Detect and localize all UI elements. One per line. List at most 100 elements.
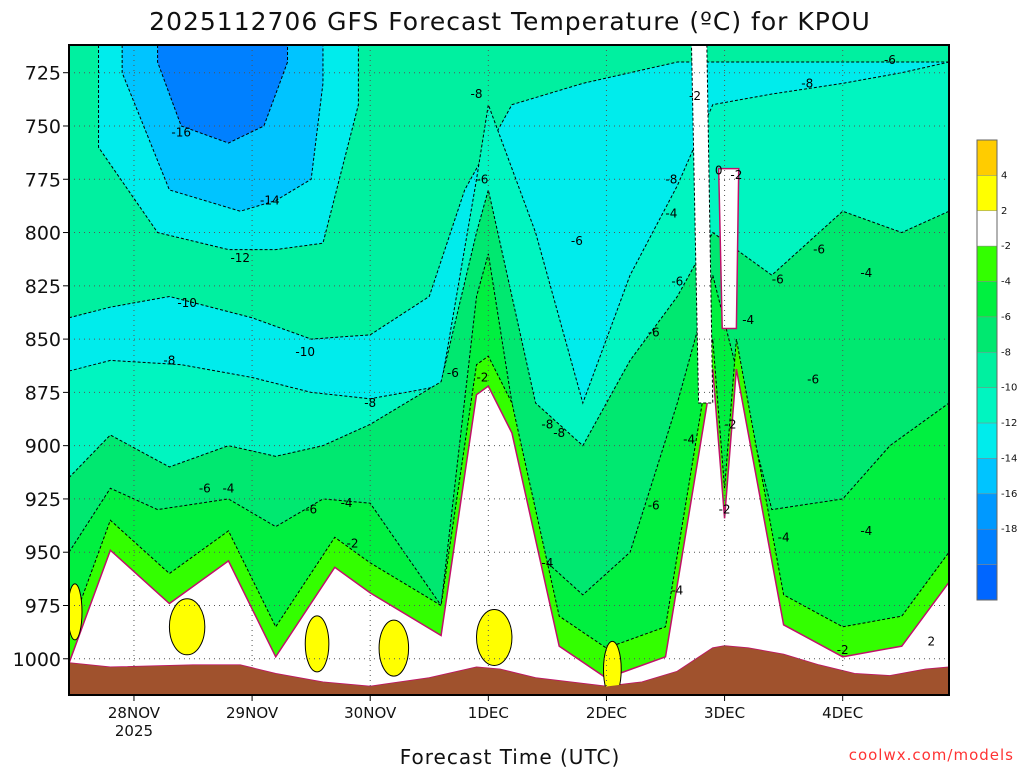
colorbar-swatch xyxy=(976,245,998,282)
y-axis: 725 750 775 800 825 850 875 900 925 950 975 1000 xyxy=(13,63,69,671)
credit-text: coolwx.com/models xyxy=(849,746,1014,764)
contour-label: -2 xyxy=(724,417,736,431)
contour-label: -2 xyxy=(347,537,359,551)
warm-pocket-0 xyxy=(168,598,206,656)
contour-label: -12 xyxy=(230,251,250,265)
y-tick-label: 950 xyxy=(25,542,61,564)
warm-pocket-2 xyxy=(378,619,410,677)
gridlines xyxy=(69,45,949,695)
contour-label: -2 xyxy=(689,89,701,103)
contour-label: -2 xyxy=(476,370,488,384)
contour-label: -4 xyxy=(341,496,353,510)
y-tick-label: 725 xyxy=(25,63,61,85)
colorbar-swatch xyxy=(976,422,998,459)
contour-label: -14 xyxy=(260,194,280,208)
warm-pocket-5 xyxy=(69,583,83,641)
contour-label: -4 xyxy=(665,206,677,220)
contour-label: 2 xyxy=(927,635,935,649)
contour-label: -2 xyxy=(730,168,742,182)
ground-surface xyxy=(69,645,949,695)
y-tick-label: 1000 xyxy=(13,649,61,671)
contour-label: -8 xyxy=(163,353,175,367)
contour-label: -4 xyxy=(683,432,695,446)
colorbar: 4 2 -2 -4 -6 -8 -10 -12 -14 -16 -18 xyxy=(976,139,1017,601)
contour-label: -6 xyxy=(671,275,683,289)
contour-label: -10 xyxy=(177,296,197,310)
contour-label: -8 xyxy=(364,396,376,410)
colorbar-swatch xyxy=(976,493,998,530)
contour-label: -4 xyxy=(671,584,683,598)
contour-label: 0 xyxy=(715,164,723,178)
colorbar-label: -18 xyxy=(1001,524,1017,535)
contour-label: -8 xyxy=(665,172,677,186)
contour-labels: -16-14-12-10-10-8-8-8-6-6-6-8-8-6 -4-6 -4-… xyxy=(163,53,935,657)
contour-label: -6 xyxy=(447,366,459,380)
colorbar-swatch xyxy=(976,210,998,247)
colorbar-label: -14 xyxy=(1001,453,1017,464)
contour-label: -6 xyxy=(813,243,825,257)
contour-label: -6 xyxy=(648,326,660,340)
colorbar-label: -10 xyxy=(1001,383,1017,394)
colorbar-label: 4 xyxy=(1001,170,1007,181)
colorbar-swatch xyxy=(976,564,998,601)
colorbar-swatch xyxy=(976,352,998,388)
x-tick-label: 1DEC xyxy=(468,704,509,722)
colorbar-swatch xyxy=(976,281,998,318)
colorbar-label: -12 xyxy=(1001,418,1017,429)
contour-label: -6 xyxy=(199,481,211,495)
colorbar-frame xyxy=(976,139,998,601)
warm-pocket-3 xyxy=(476,608,513,666)
contour-label: -6 xyxy=(772,272,784,286)
contour-label: -6 xyxy=(305,503,317,517)
warm-pocket-4 xyxy=(602,640,622,695)
contour-label: -4 xyxy=(222,481,234,495)
colorbar-label: 2 xyxy=(1001,206,1007,217)
colorbar-swatch xyxy=(976,387,998,424)
contour-label: -6 xyxy=(571,234,583,248)
colorbar-label: -8 xyxy=(1001,347,1011,358)
colorbar-swatch xyxy=(976,528,998,565)
contour-label: -8 xyxy=(553,426,565,440)
colorbar-swatch xyxy=(976,458,998,495)
colorbar-label: -4 xyxy=(1001,277,1011,288)
colorbar-swatch xyxy=(976,139,998,176)
x-tick-label: 30NOV xyxy=(344,704,397,722)
chart-title: 2025112706 GFS Forecast Temperature (ºC)… xyxy=(149,7,871,36)
y-tick-label: 850 xyxy=(25,329,61,351)
y-tick-label: 925 xyxy=(25,489,61,511)
x-tick-sublabel: 2025 xyxy=(115,722,153,740)
colorbar-label: -6 xyxy=(1001,312,1011,323)
contour-label: -4 xyxy=(541,556,553,570)
colorbar-swatch xyxy=(976,175,998,212)
colorbar-label: -16 xyxy=(1001,489,1017,500)
x-tick-label: 2DEC xyxy=(586,704,627,722)
y-tick-label: 775 xyxy=(25,169,61,191)
y-tick-label: 975 xyxy=(25,595,61,617)
contour-label: -8 xyxy=(541,417,553,431)
band-isotherm_-16C xyxy=(157,45,289,144)
contour-label: -8 xyxy=(801,76,813,90)
contour-label: -4 xyxy=(860,266,872,280)
contour-label: -4 xyxy=(778,530,790,544)
colorbar-label: -2 xyxy=(1001,241,1011,252)
contour-label: -10 xyxy=(295,345,315,359)
contour-label: -2 xyxy=(837,643,849,657)
x-axis-label: Forecast Time (UTC) xyxy=(400,745,621,768)
warm-pocket-1 xyxy=(304,615,330,673)
x-tick-label: 29NOV xyxy=(226,704,279,722)
plot-area: -16-14-12-10-10-8-8-8-6-6-6-8-8-6 -4-6 -4-… xyxy=(69,45,949,695)
contour-label: -6 xyxy=(807,373,819,387)
x-tick-label: 4DEC xyxy=(822,704,863,722)
y-tick-label: 825 xyxy=(25,276,61,298)
contour-label: -16 xyxy=(171,125,191,139)
contour-label: -4 xyxy=(860,524,872,538)
warm-column xyxy=(690,45,714,404)
contour-label: -4 xyxy=(742,313,754,327)
y-tick-label: 800 xyxy=(25,223,61,245)
temperature-bands xyxy=(69,45,949,695)
y-tick-label: 900 xyxy=(25,436,61,458)
contour-label: -6 xyxy=(884,53,896,67)
x-tick-label: 28NOV xyxy=(108,704,161,722)
